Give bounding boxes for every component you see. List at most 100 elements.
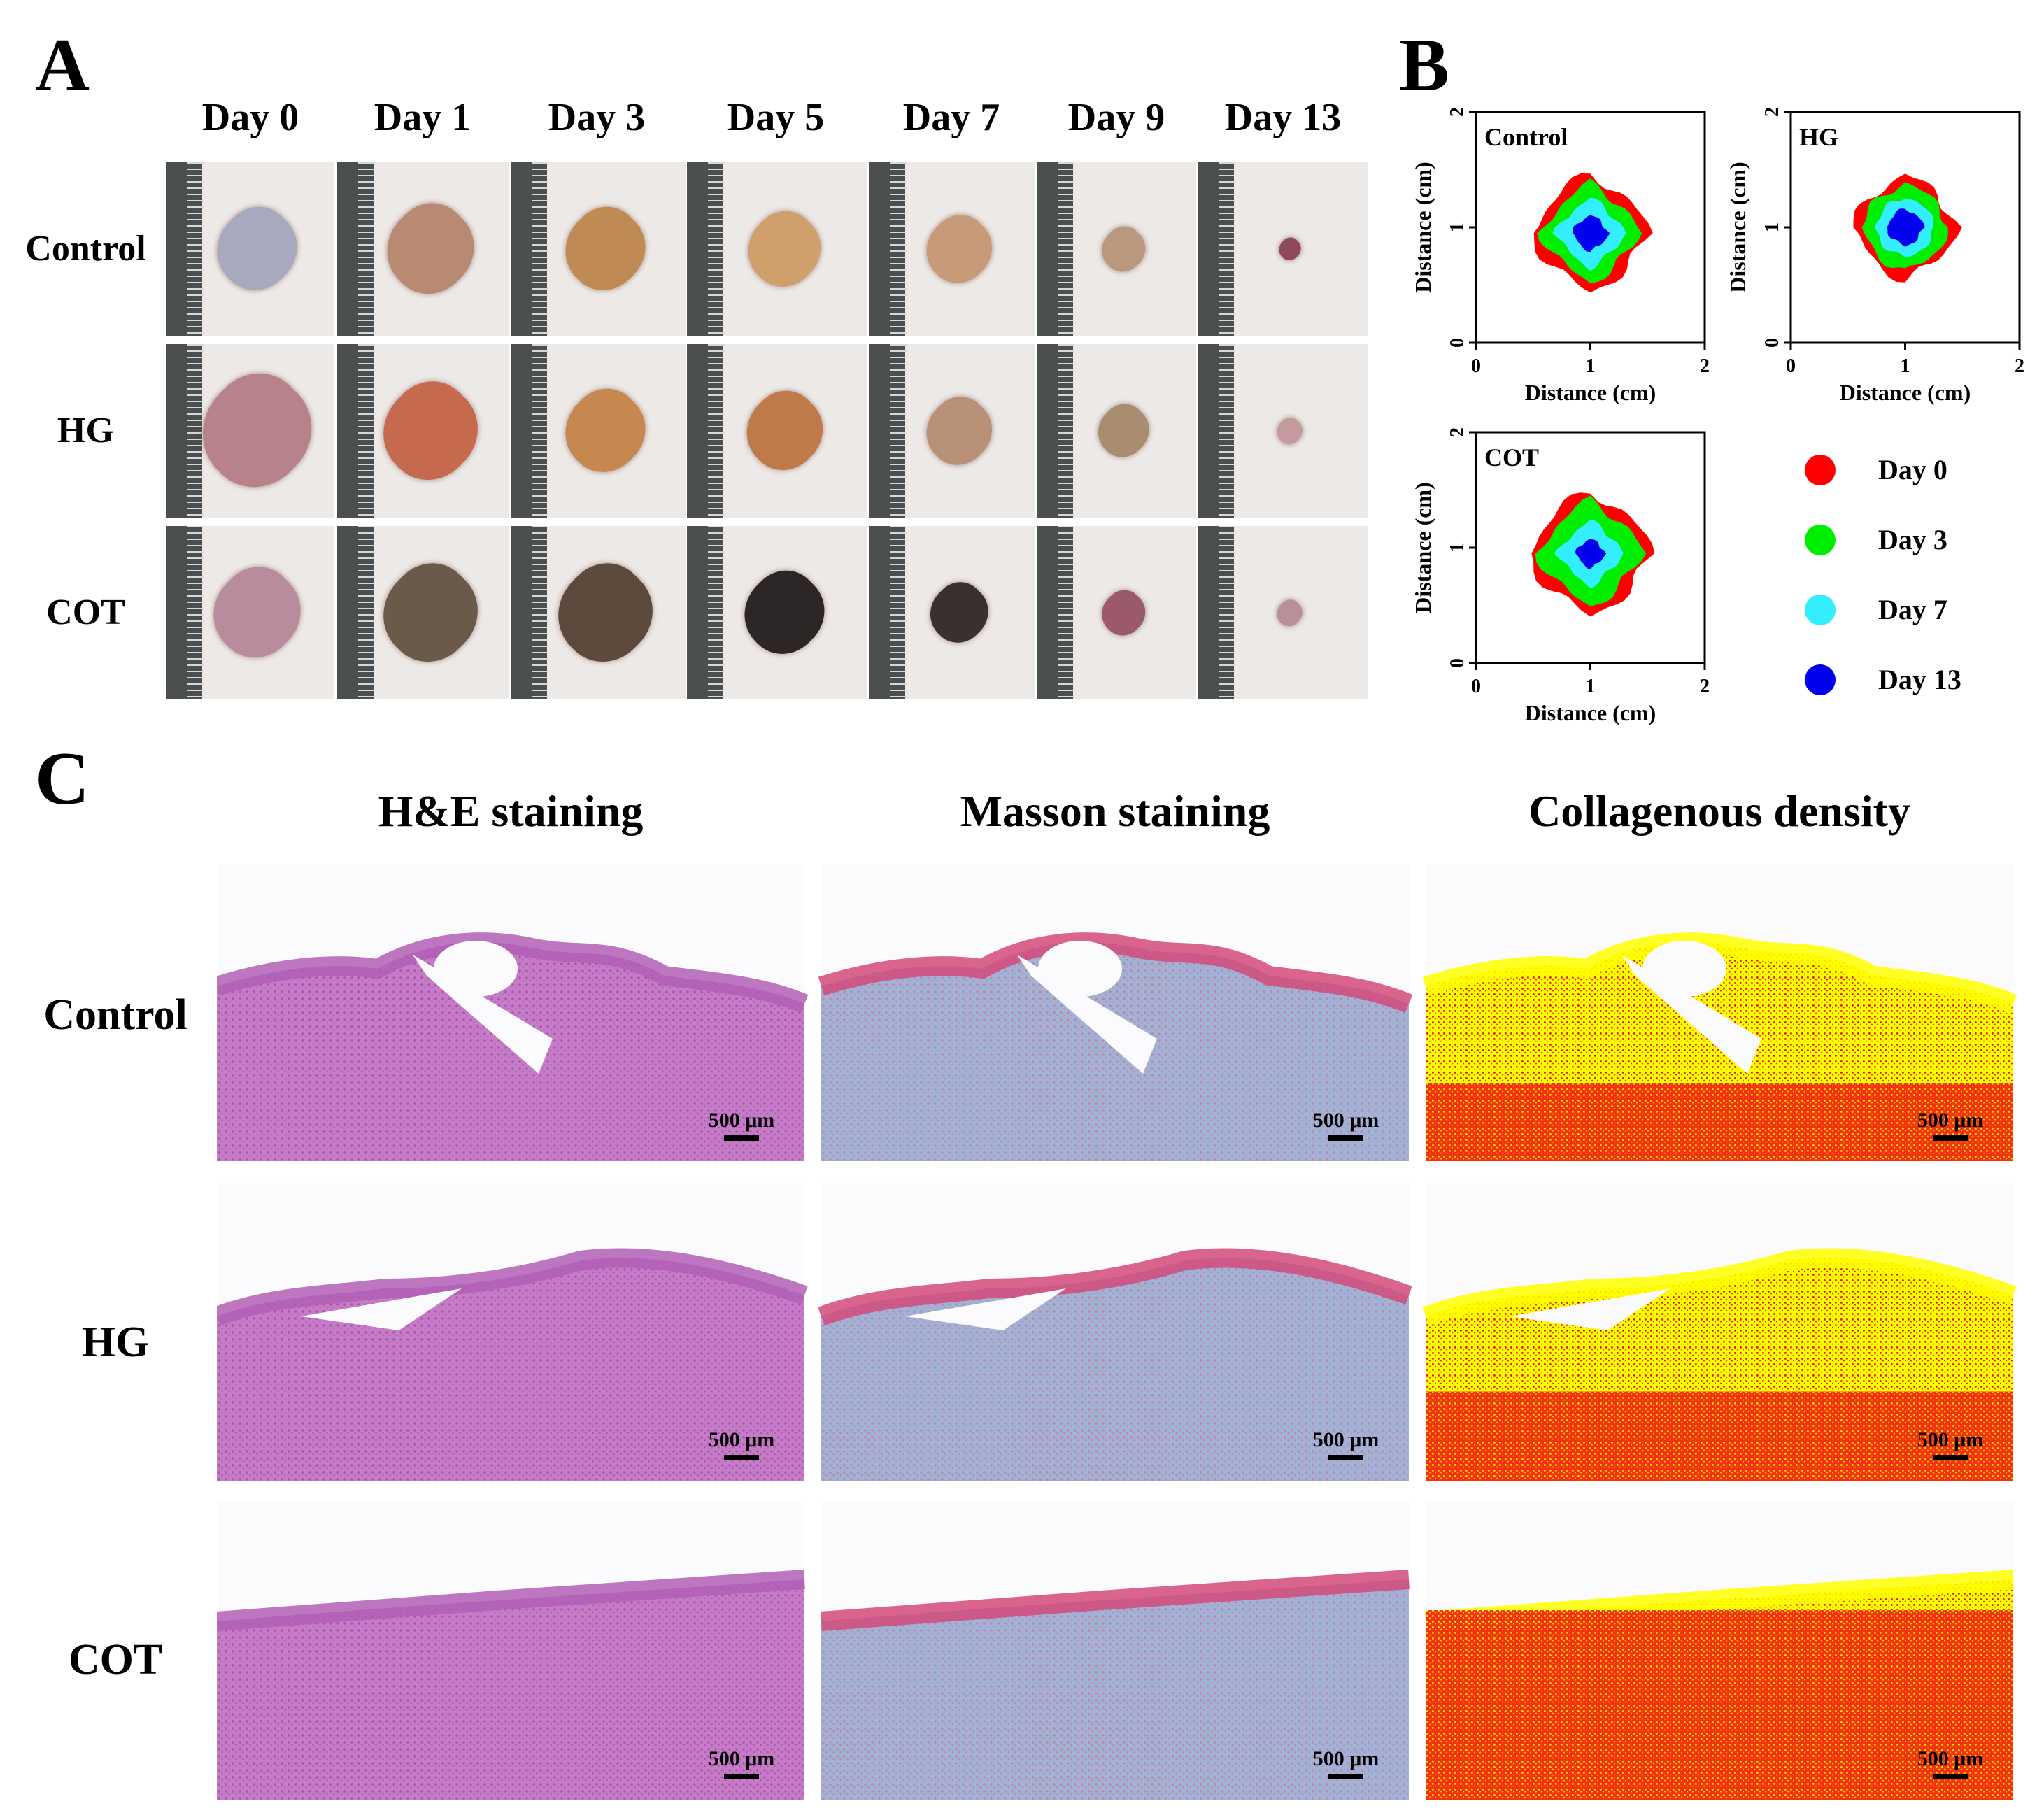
histology-image: 500 μm — [818, 864, 1413, 1161]
wound — [913, 204, 1005, 295]
y-tick-label: 1 — [1447, 543, 1468, 553]
panel-b-letter: B — [1399, 24, 1450, 107]
wound-photo — [1037, 162, 1196, 336]
histology-image: 500 μm — [1422, 1183, 2017, 1481]
ruler-ticks — [708, 526, 725, 699]
plot-group-label: HG — [1799, 123, 1838, 151]
ruler-ticks — [358, 344, 375, 518]
scale-bar-label: 500 μm — [1917, 1109, 1984, 1132]
wound — [733, 199, 835, 300]
wound — [549, 375, 661, 487]
legend-marker-day7 — [1805, 595, 1836, 625]
wound-photo — [687, 344, 867, 518]
y-axis-label: Distance (cm) — [1410, 162, 1435, 292]
x-tick-label: 2 — [1700, 676, 1710, 697]
wound-photo — [511, 162, 686, 336]
y-tick-label: 0 — [1761, 338, 1783, 348]
wound-trace-maps: 0 0 1 1 2 2 Distance (cm) Distance (cm) Control 0… — [1410, 107, 2024, 725]
scale-bar — [1933, 1455, 1968, 1460]
x-axis-label: Distance (cm) — [1525, 700, 1656, 725]
histology-image: 500 μm — [217, 864, 809, 1161]
wound-photo — [511, 526, 686, 699]
x-tick-label: 2 — [1700, 355, 1710, 377]
wound — [728, 557, 840, 669]
day-header: Day 13 — [1224, 96, 1342, 139]
collagen-dense-region — [1426, 1610, 2013, 1800]
epidermis — [217, 932, 809, 1013]
tissue — [217, 942, 804, 1161]
wound-photo — [337, 344, 509, 518]
scale-bar — [1933, 1135, 1968, 1141]
ruler-ticks — [358, 526, 375, 699]
wound-cleft — [1017, 955, 1157, 1074]
day-header: Day 7 — [902, 96, 1000, 139]
wound-photo — [337, 526, 509, 699]
epidermis — [1422, 932, 2017, 1013]
ruler-ticks — [532, 526, 548, 699]
ruler-ticks — [532, 344, 548, 518]
scale-bar — [1933, 1774, 1968, 1779]
histology-image: 500 μm — [217, 1502, 805, 1800]
ruler-ticks — [890, 162, 907, 336]
legend-label: Day 13 — [1878, 664, 1961, 695]
histology-image: 500 μm — [820, 1502, 1410, 1800]
epidermis — [217, 1570, 805, 1631]
y-axis-label: Distance (cm) — [1725, 162, 1750, 292]
ruler-ticks — [708, 162, 725, 336]
x-tick-label: 1 — [1586, 355, 1596, 377]
wound-photo — [337, 162, 509, 336]
scale-bar — [724, 1774, 759, 1779]
trace-plot: 00 1 1 2 2 Distance (cm) Distance (cm) Control — [1410, 107, 1710, 405]
y-tick-label: 0 — [1447, 658, 1468, 668]
wound-photo — [687, 526, 867, 699]
day-header: Day 1 — [374, 96, 471, 139]
wound-photo — [869, 162, 1035, 336]
ruler-ticks — [358, 162, 375, 336]
histology-row-label-control: Control — [43, 991, 187, 1039]
column-title-collagen: Collagenous density — [1528, 786, 1910, 836]
wound — [1093, 219, 1154, 280]
epidermis — [818, 1248, 1412, 1326]
trace-plot: 00 1 1 2 2 Distance (cm) Distance (cm) HG — [1725, 107, 2024, 405]
row-label-control: Control — [25, 229, 146, 269]
panel-c-letter: C — [35, 737, 90, 820]
y-tick-label: 2 — [1447, 107, 1468, 117]
legend-label: Day 7 — [1878, 594, 1947, 625]
y-tick-label: 2 — [1447, 427, 1468, 437]
y-tick-label: 0 — [1447, 338, 1468, 348]
scale-bar-label: 500 μm — [1313, 1747, 1379, 1770]
wound — [913, 385, 1005, 477]
wound-photo — [869, 526, 1035, 699]
y-tick-label: 1 — [1761, 222, 1783, 232]
scale-bar — [1328, 1774, 1363, 1779]
wound — [369, 188, 491, 310]
wound-photo — [869, 344, 1035, 518]
ruler-ticks — [187, 162, 204, 336]
wound — [549, 193, 661, 305]
scale-bar-label: 500 μm — [1313, 1428, 1379, 1451]
wound-cleft — [1510, 1288, 1670, 1330]
ruler-ticks — [1219, 526, 1235, 699]
y-axis-label: Distance (cm) — [1410, 482, 1435, 613]
ruler-ticks — [1058, 162, 1074, 336]
plot-group-label: Control — [1484, 123, 1568, 151]
scale-bar — [1328, 1455, 1363, 1460]
epidermis — [217, 1248, 808, 1326]
y-tick-label: 2 — [1761, 107, 1783, 117]
wound-photo — [687, 162, 867, 336]
tissue — [821, 942, 1409, 1161]
panel-a-letter: A — [35, 24, 90, 107]
tissue — [217, 1579, 804, 1800]
legend-marker-day13 — [1805, 664, 1836, 695]
row-label-hg: HG — [57, 411, 114, 450]
x-tick-label: 1 — [1586, 676, 1596, 697]
tissue — [821, 1579, 1409, 1800]
trace-plot: 00 1 1 2 2 Distance (cm) Distance (cm) COT — [1410, 427, 1710, 725]
legend-label: Day 0 — [1878, 454, 1947, 485]
collagen-dense-region — [1426, 1391, 2013, 1481]
wound-cleft — [1621, 955, 1761, 1074]
x-tick-label: 1 — [1901, 355, 1910, 377]
scale-bar-label: 500 μm — [1917, 1747, 1984, 1770]
wound-cleft — [301, 1288, 462, 1330]
scale-bar — [724, 1135, 759, 1141]
